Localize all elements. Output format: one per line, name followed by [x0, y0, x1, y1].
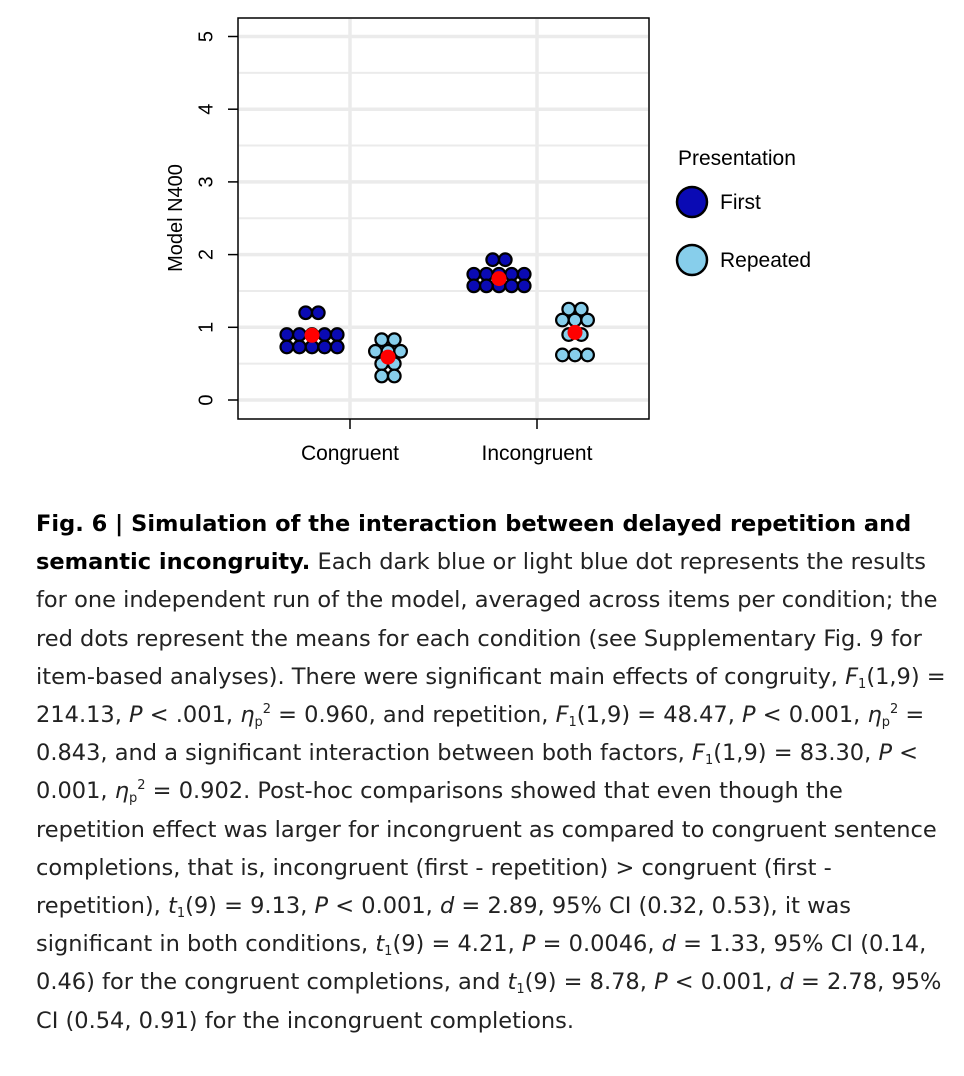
data-points	[279, 252, 595, 384]
data-point-repeated	[386, 368, 402, 384]
data-point-first	[292, 327, 307, 342]
caption-text: (9) = 4.21,	[392, 931, 522, 958]
data-point-repeated	[567, 312, 583, 328]
caption-text: (1,9) = 48.47,	[576, 702, 743, 729]
caption-text: < 0.001,	[36, 740, 919, 805]
data-point-repeated	[374, 368, 390, 384]
figure-caption: Fig. 6 | Simulation of the interaction b…	[36, 511, 946, 1034]
data-point-repeated	[374, 332, 390, 348]
data-point-first	[298, 305, 314, 321]
mean-point	[567, 324, 583, 340]
caption-text: (9) = 8.78,	[524, 969, 655, 996]
data-point-first	[279, 339, 295, 355]
caption-text: < 0.001,	[755, 702, 868, 729]
x-axis: Congruent Incongruent	[301, 419, 593, 465]
gridlines	[239, 19, 648, 418]
caption-text: < 0.001,	[667, 969, 780, 996]
caption-title: Fig. 6 | Simulation of the interaction b…	[36, 511, 912, 576]
data-point-first	[317, 327, 333, 342]
data-point-first	[317, 339, 333, 355]
data-point-first	[497, 252, 513, 268]
data-point-repeated	[567, 347, 583, 363]
chart: 0 1 2 3 4 5 Congruent Incongruent Model N400 P…	[165, 17, 811, 465]
data-point-first	[485, 252, 501, 268]
y-axis-label: Model N400	[165, 164, 187, 272]
caption-text: (1,9) = 214.13,	[36, 663, 946, 729]
caption-text: = 0.843, and a significant interaction b…	[36, 702, 925, 767]
data-point-first	[466, 278, 482, 294]
y-tick-label: 2	[195, 249, 217, 260]
data-point-repeated	[555, 347, 570, 363]
legend-title: Presentation	[678, 147, 796, 170]
caption-text: (9) = 9.13,	[185, 893, 315, 920]
data-point-first	[310, 305, 326, 321]
caption-text: = 0.960, and repetition,	[271, 702, 556, 729]
mean-point	[304, 327, 320, 343]
y-tick-label: 5	[195, 31, 217, 42]
x-tick-label: Incongruent	[482, 442, 593, 465]
caption-text: < 0.001,	[328, 893, 440, 920]
caption-text: < .001,	[142, 702, 241, 729]
caption-text: Each dark blue or light blue dot represe…	[36, 549, 938, 690]
legend-marker-repeated	[675, 243, 709, 277]
legend-label-first: First	[720, 191, 761, 214]
y-tick-label: 0	[195, 394, 217, 405]
data-point-repeated	[580, 312, 595, 328]
mean-point	[491, 271, 507, 287]
data-point-first	[329, 339, 345, 355]
data-point-first	[479, 278, 494, 294]
data-point-first	[516, 278, 532, 294]
y-tick-label: 1	[195, 322, 217, 333]
y-axis: 0 1 2 3 4 5	[195, 31, 238, 406]
x-tick-label: Congruent	[301, 442, 399, 465]
data-point-first	[292, 339, 307, 355]
caption-text: = 0.0046,	[535, 931, 662, 958]
mean-point	[380, 349, 396, 365]
data-point-repeated	[555, 312, 570, 328]
caption-text: = 2.89, 95% CI (0.32, 0.53), it was sign…	[36, 893, 851, 958]
y-tick-label: 3	[195, 176, 217, 187]
data-point-first	[504, 278, 520, 294]
data-point-first	[329, 327, 345, 342]
caption-text: = 2.78, 95% CI (0.54, 0.91) for the inco…	[36, 969, 942, 1034]
data-point-repeated	[368, 343, 383, 359]
data-point-repeated	[386, 332, 402, 348]
data-point-repeated	[573, 301, 589, 317]
caption-text: = 0.902. Post-hoc comparisons showed tha…	[36, 778, 937, 920]
caption-text: (1,9) = 83.30,	[713, 740, 879, 767]
caption-text: = 1.33, 95% CI (0.14, 0.46) for the cong…	[36, 931, 927, 996]
legend-label-repeated: Repeated	[720, 249, 811, 272]
legend-marker-first	[675, 185, 709, 219]
data-point-repeated	[580, 347, 595, 363]
legend: Presentation First Repeated	[675, 147, 811, 277]
data-point-repeated	[393, 343, 409, 359]
data-point-first	[279, 327, 295, 342]
y-tick-label: 4	[195, 104, 217, 115]
